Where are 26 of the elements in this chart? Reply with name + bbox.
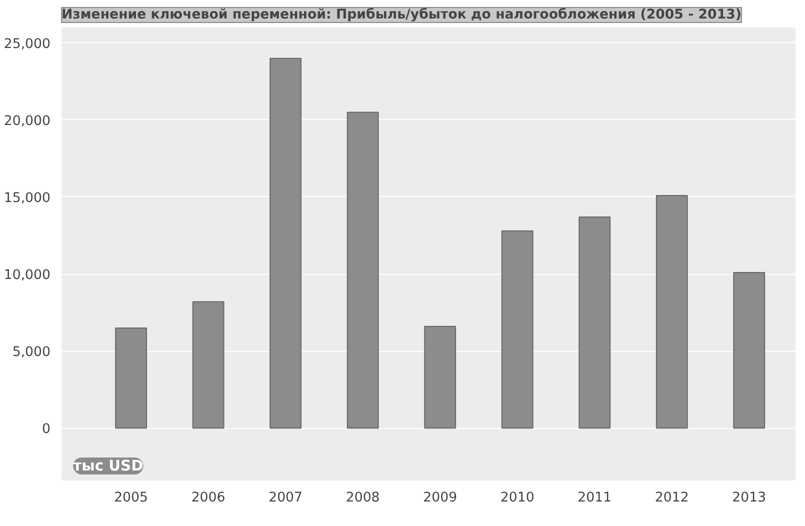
x-tick-label: 2008 bbox=[346, 490, 380, 506]
x-tick-label: 2006 bbox=[191, 490, 226, 506]
y-tick-label: 10,000 bbox=[4, 268, 51, 284]
bar bbox=[424, 326, 456, 429]
x-tick-label: 2012 bbox=[654, 490, 689, 506]
bar bbox=[501, 230, 534, 429]
y-tick-label: 20,000 bbox=[4, 114, 51, 129]
x-tick-label: 2010 bbox=[500, 490, 534, 506]
x-tick-label: 2005 bbox=[114, 490, 148, 506]
x-tick-label: 2007 bbox=[268, 490, 303, 506]
bar bbox=[656, 194, 688, 429]
chart-title: Изменение ключевой переменной: Прибыль/убыток до налогообложения (2005 - 2013) bbox=[62, 8, 742, 22]
x-tick-label: 2011 bbox=[578, 490, 612, 506]
y-tick-label: 15,000 bbox=[4, 190, 51, 206]
bar bbox=[270, 58, 302, 429]
bar bbox=[115, 327, 147, 429]
bar bbox=[578, 216, 611, 429]
bar bbox=[733, 272, 766, 429]
y-tick-label: 25,000 bbox=[4, 36, 51, 52]
y-tick-label: 0 bbox=[42, 422, 51, 438]
x-tick-label: 2009 bbox=[423, 490, 458, 506]
bar bbox=[346, 112, 379, 429]
x-tick-label: 2013 bbox=[732, 490, 766, 506]
bar bbox=[192, 301, 224, 429]
y-axis-title: тыс USD bbox=[73, 458, 144, 474]
y-tick-label: 5,000 bbox=[12, 345, 50, 360]
